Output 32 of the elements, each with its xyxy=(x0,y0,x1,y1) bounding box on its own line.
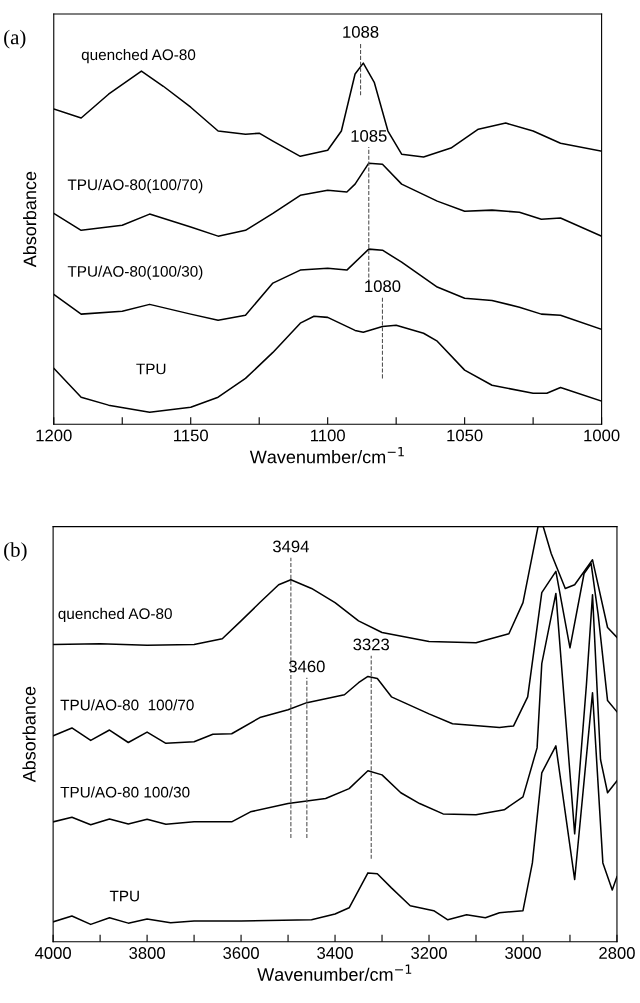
text: (b) xyxy=(4,542,27,562)
x-tick-label: 3800 xyxy=(129,947,165,959)
x-tick-label: 3000 xyxy=(505,947,541,959)
ref-line-label: 1085 xyxy=(351,130,387,142)
series-label: TPU/AO-80 100/30 xyxy=(60,786,190,798)
x-tick-label: 1200 xyxy=(36,429,72,442)
x-tick-label: 1050 xyxy=(447,429,483,442)
x-axis-title: Wavenumber/cm$^{−1}$ xyxy=(249,447,404,464)
x-axis-title: Wavenumber/cm$^{−1}$ xyxy=(257,964,412,981)
text: TPU xyxy=(136,363,166,375)
series-label: TPU/AO-80 100/70 xyxy=(60,699,194,711)
x-tick-label: 1100 xyxy=(311,429,345,442)
ref-line-label: 3323 xyxy=(353,638,390,651)
x-tick-label: 2800 xyxy=(599,947,635,959)
x-tick-label: 1150 xyxy=(174,429,208,442)
series-label: TPU/AO-80(100/30) xyxy=(67,265,203,280)
series-label: quenched AO-80 xyxy=(58,607,172,623)
series-label: TPU/AO-80(100/70) xyxy=(67,178,203,194)
ref-line-label: 3494 xyxy=(272,540,309,553)
x-tick-label: 3200 xyxy=(411,947,447,959)
x-tick-label: 3600 xyxy=(223,947,259,959)
y-axis-title: Absorbance xyxy=(22,686,36,783)
ref-line-label: 1088 xyxy=(343,26,379,38)
text: (a) xyxy=(4,29,26,49)
x-tick-label: 3400 xyxy=(317,947,353,959)
ref-line-label: 3460 xyxy=(288,660,325,673)
ref-line-label: 1080 xyxy=(365,280,401,293)
y-axis-title: Absorbance xyxy=(23,171,37,268)
x-tick-label: 1000 xyxy=(584,429,620,442)
series-label: quenched AO-80 xyxy=(81,48,196,64)
x-tick-label: 4000 xyxy=(34,947,72,959)
series-label: TPU xyxy=(109,890,139,902)
